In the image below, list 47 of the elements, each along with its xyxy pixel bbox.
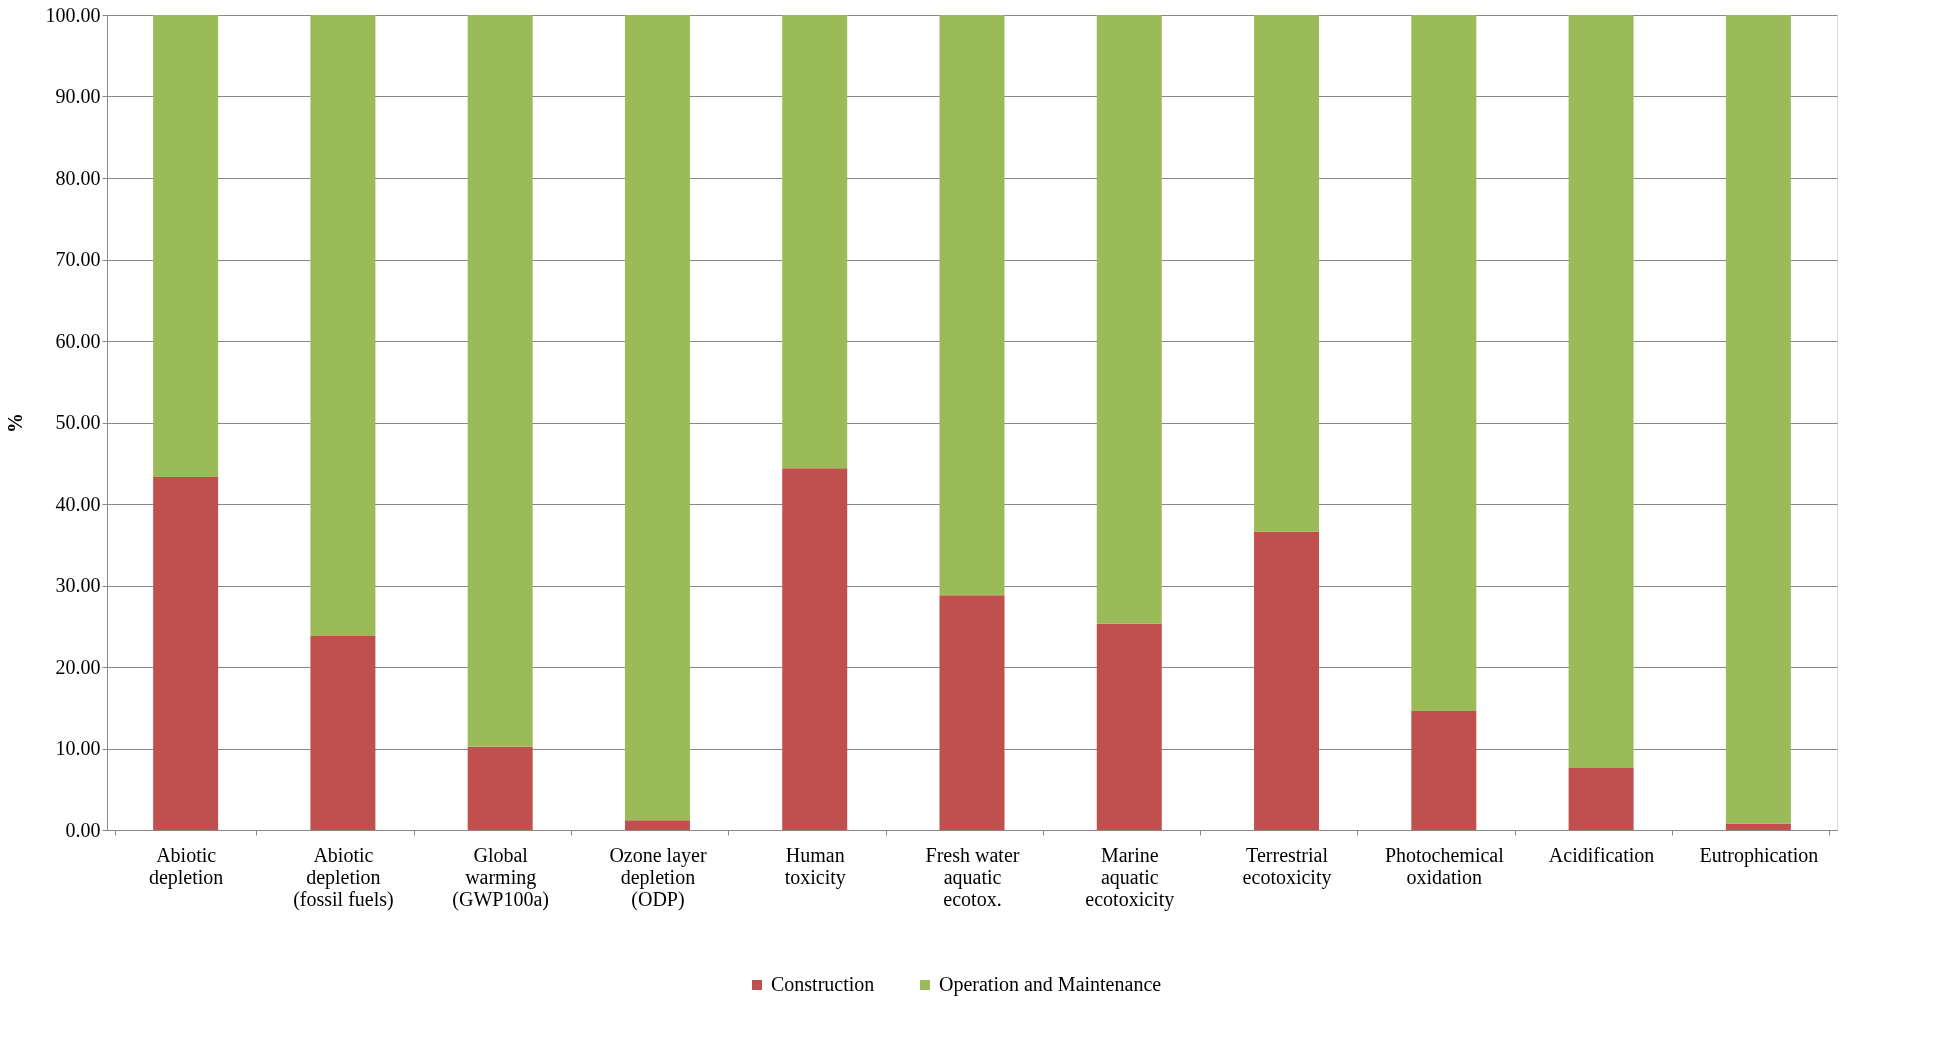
bar [310, 636, 376, 830]
y-tick-label: 80.00 [55, 166, 101, 189]
bar [153, 15, 219, 478]
x-tick-label: Global warming (GWP100a) [452, 843, 549, 911]
bar [782, 15, 848, 469]
bar [1411, 15, 1477, 712]
y-tick-label: 70.00 [55, 248, 101, 270]
y-tick-label: 60.00 [55, 329, 101, 352]
bar [467, 746, 533, 830]
bar [1096, 623, 1162, 830]
x-tick-label: Abiotic depletion [148, 843, 224, 889]
bar [782, 468, 848, 830]
y-tick-label: 30.00 [55, 574, 101, 596]
bar [310, 15, 376, 637]
y-tick-label: 20.00 [55, 655, 101, 678]
y-axis-title: % [3, 413, 26, 433]
x-tick-label: Acidification [1548, 843, 1655, 866]
bar [939, 15, 1005, 596]
bar [1568, 15, 1634, 769]
bar [1725, 15, 1791, 824]
y-tick-label: 100.00 [45, 3, 101, 26]
x-tick-label: Photochemical oxidation [1384, 843, 1505, 888]
bar [1411, 711, 1477, 830]
bar [939, 595, 1005, 830]
legend-label: Operation and Maintenance [939, 973, 1162, 996]
bar [1254, 531, 1320, 830]
x-tick-label: Fresh water aquatic ecotox. [925, 843, 1020, 910]
y-tick-label: 40.00 [55, 492, 101, 515]
x-tick-label: Eutrophication [1699, 843, 1819, 867]
bar [1568, 768, 1634, 830]
bar [1096, 15, 1162, 624]
y-tick-label: 90.00 [55, 85, 101, 107]
x-tick-label: Ozone layer depletion (ODP) [609, 843, 707, 911]
bar [1725, 823, 1791, 830]
x-tick-label: Human toxicity [784, 843, 846, 889]
bar [467, 15, 533, 747]
bar [153, 477, 219, 830]
x-tick-label: Abiotic depletion (fossil fuels) [293, 843, 394, 911]
bar [624, 15, 690, 821]
bar [1254, 15, 1320, 532]
legend-label: Construction [771, 973, 875, 995]
y-tick-label: 0.00 [65, 818, 101, 841]
bar [624, 820, 690, 830]
x-tick-label: Marine aquatic ecotoxicity [1085, 843, 1175, 911]
y-tick-label: 10.00 [55, 737, 101, 759]
x-tick-label: Terrestrial ecotoxicity [1242, 843, 1332, 889]
y-tick-label: 50.00 [55, 411, 101, 433]
